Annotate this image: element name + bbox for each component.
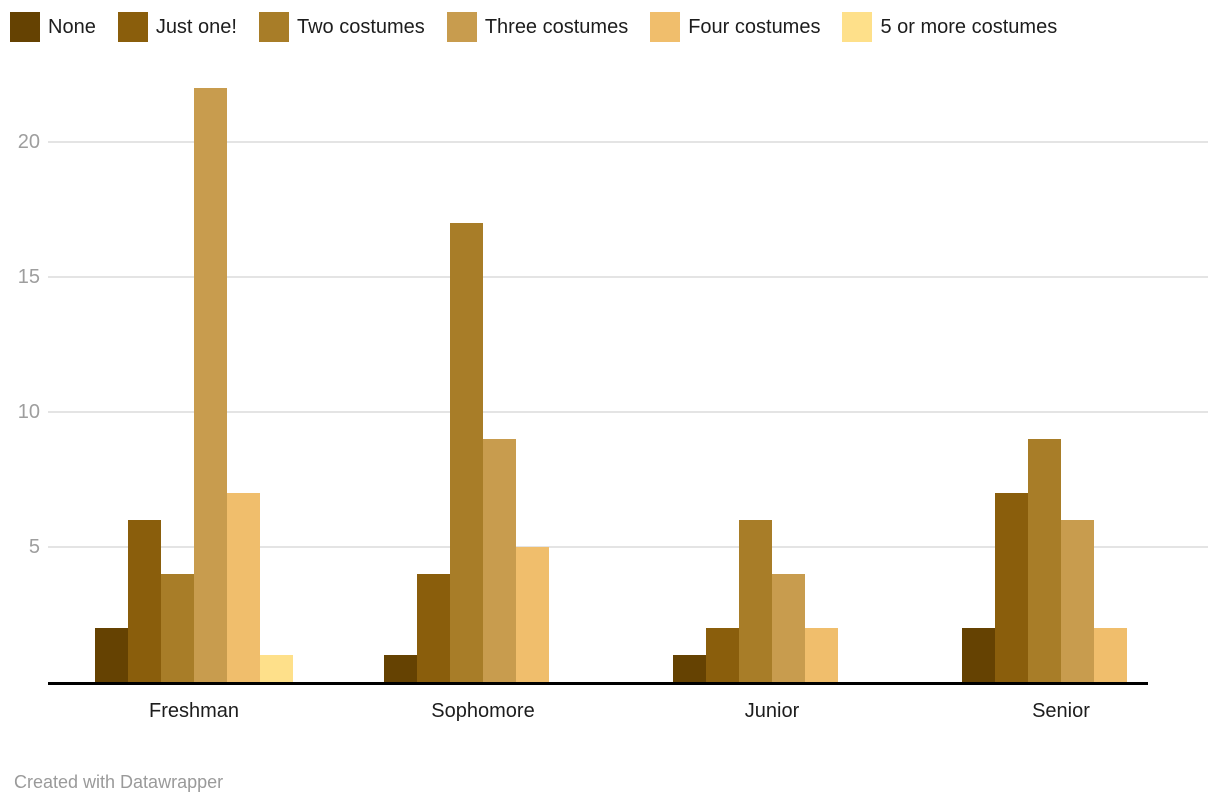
legend-label: Two costumes (296, 15, 425, 38)
bar-sophomore-series-1 (417, 574, 450, 682)
x-axis-label-sophomore: Sophomore (431, 700, 535, 722)
legend-item: Just one! (117, 12, 237, 42)
legend-label: Just one! (155, 15, 237, 38)
bar-senior-series-0 (962, 628, 995, 682)
y-gridline (48, 546, 1208, 548)
bar-sophomore-series-3 (483, 439, 516, 682)
y-gridline (48, 276, 1208, 278)
legend-swatch-icon (10, 12, 40, 42)
bar-junior-series-2 (739, 520, 772, 682)
x-axis-label-freshman: Freshman (148, 700, 240, 722)
bar-junior-series-3 (772, 574, 805, 682)
legend-swatch-icon (117, 12, 148, 42)
bar-freshman-series-0 (95, 628, 128, 682)
x-axis-line (48, 682, 1148, 685)
y-gridline (48, 411, 1208, 413)
bar-senior-series-3 (1061, 520, 1094, 682)
bar-senior-series-1 (995, 493, 1028, 682)
bar-freshman-series-4 (227, 493, 260, 682)
legend-label: Three costumes (484, 15, 629, 38)
y-tick-label: 15 (17, 266, 40, 288)
legend-label: None (48, 15, 96, 38)
legend-item: None (10, 12, 96, 42)
legend: None Just one! Two costumes Three costumes F… (10, 12, 1057, 42)
bar-sophomore-series-2 (450, 223, 483, 682)
y-tick-label: 20 (17, 131, 40, 153)
x-axis-label-senior: Senior (1032, 700, 1090, 722)
legend-item: Four costumes (650, 12, 820, 42)
bar-senior-series-2 (1028, 439, 1061, 682)
legend-item: Three costumes (446, 12, 629, 42)
legend-item: 5 or more costumes (842, 12, 1057, 42)
bar-sophomore-series-0 (384, 655, 417, 682)
y-tick-label: 5 (28, 536, 40, 558)
y-tick-label: 10 (17, 401, 40, 423)
bar-freshman-series-1 (128, 520, 161, 682)
bar-junior-series-4 (805, 628, 838, 682)
legend-item: Two costumes (258, 12, 425, 42)
bar-sophomore-series-4 (516, 547, 549, 682)
legend-swatch-icon (650, 12, 681, 42)
bar-junior-series-0 (673, 655, 706, 682)
bar-freshman-series-3 (194, 88, 227, 682)
bar-junior-series-1 (706, 628, 739, 682)
x-axis-label-junior: Junior (744, 700, 800, 722)
legend-label: Four costumes (688, 15, 821, 38)
legend-swatch-icon (842, 12, 873, 42)
legend-label: 5 or more costumes (880, 15, 1058, 38)
bar-freshman-series-5 (260, 655, 293, 682)
datawrapper-credit: Created with Datawrapper (14, 772, 224, 792)
legend-swatch-icon (446, 12, 477, 42)
y-gridline (48, 141, 1208, 143)
bar-senior-series-4 (1094, 628, 1127, 682)
legend-swatch-icon (258, 12, 289, 42)
bar-freshman-series-2 (161, 574, 194, 682)
